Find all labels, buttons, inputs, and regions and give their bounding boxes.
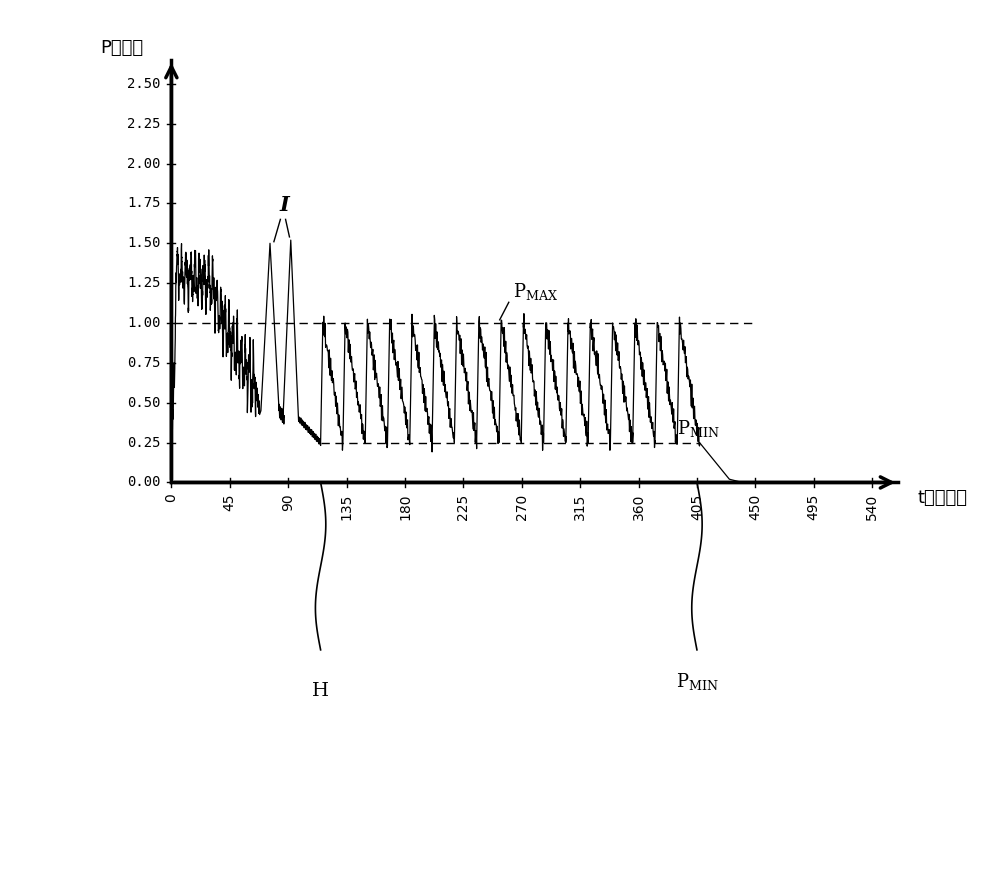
- Text: P（巴）: P（巴）: [100, 39, 144, 56]
- Text: 225: 225: [456, 494, 470, 520]
- Text: 0.50: 0.50: [127, 396, 161, 410]
- Text: 0.75: 0.75: [127, 356, 161, 370]
- Text: H: H: [312, 682, 329, 700]
- Text: 2.25: 2.25: [127, 117, 161, 131]
- Text: 1.25: 1.25: [127, 276, 161, 290]
- Text: 0.25: 0.25: [127, 436, 161, 450]
- Text: 180: 180: [398, 494, 412, 520]
- Text: 1.75: 1.75: [127, 196, 161, 210]
- Text: $\mathregular{P_{MIN}}$: $\mathregular{P_{MIN}}$: [676, 671, 718, 692]
- Text: 2.00: 2.00: [127, 157, 161, 171]
- Text: 405: 405: [690, 494, 704, 520]
- Text: 1.00: 1.00: [127, 316, 161, 330]
- Text: $\mathregular{P_{MIN}}$: $\mathregular{P_{MIN}}$: [677, 418, 720, 439]
- Text: 90: 90: [281, 494, 295, 511]
- Text: I: I: [279, 194, 289, 215]
- Text: 540: 540: [865, 494, 879, 520]
- Text: 315: 315: [573, 494, 587, 520]
- Text: 450: 450: [748, 494, 762, 520]
- Text: 135: 135: [340, 494, 354, 520]
- Text: 45: 45: [223, 494, 237, 511]
- Text: 0.00: 0.00: [127, 475, 161, 489]
- Text: 2.50: 2.50: [127, 77, 161, 91]
- Text: t（分钟）: t（分钟）: [918, 489, 968, 508]
- Text: $\mathregular{P_{MAX}}$: $\mathregular{P_{MAX}}$: [513, 282, 558, 303]
- Text: 360: 360: [632, 494, 646, 520]
- Text: 0: 0: [164, 494, 178, 502]
- Text: 495: 495: [807, 494, 821, 520]
- Text: 270: 270: [515, 494, 529, 520]
- Text: 1.50: 1.50: [127, 237, 161, 250]
